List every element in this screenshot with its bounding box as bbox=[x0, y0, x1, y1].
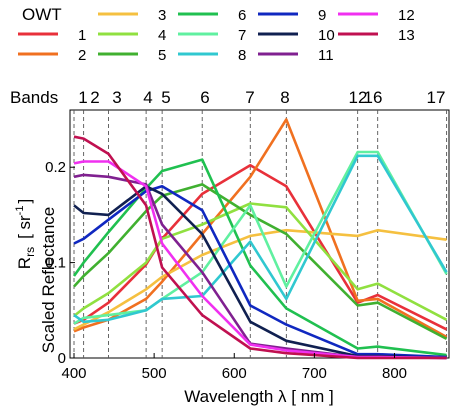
x-tick-label: 700 bbox=[302, 365, 327, 382]
legend-label: 7 bbox=[238, 27, 246, 44]
plot-frame bbox=[69, 109, 450, 359]
legend-label: 13 bbox=[398, 27, 415, 44]
series-line bbox=[73, 135, 447, 360]
legend-label: 2 bbox=[78, 47, 86, 64]
y-axis-label-r-sub: rs bbox=[23, 247, 37, 257]
y-tick-label: 0.1 bbox=[45, 255, 66, 272]
band-label: 1 bbox=[78, 88, 87, 107]
x-tick-label: 400 bbox=[61, 365, 86, 382]
x-tick-label: 500 bbox=[142, 365, 167, 382]
series-line bbox=[73, 185, 447, 360]
y-tick-label: 0.2 bbox=[45, 159, 66, 176]
x-tick-label: 800 bbox=[382, 365, 407, 382]
y-axis-label-sup: -1 bbox=[14, 206, 26, 216]
band-label: 3 bbox=[112, 88, 121, 107]
legend-label: 5 bbox=[158, 47, 166, 64]
band-label: 16 bbox=[364, 88, 383, 107]
series-line bbox=[73, 202, 448, 321]
legend-label: 6 bbox=[238, 7, 246, 24]
band-label: 5 bbox=[161, 88, 170, 107]
y-axis-label-unit: [ sr bbox=[15, 215, 34, 239]
series-lines bbox=[72, 118, 448, 360]
legend-label: 11 bbox=[318, 47, 334, 64]
series-line bbox=[73, 185, 447, 359]
series-line bbox=[73, 183, 448, 341]
legend-label: 10 bbox=[318, 27, 335, 44]
y-axis-label-r: R bbox=[15, 257, 34, 269]
band-label: 6 bbox=[200, 88, 209, 107]
legend-label: 4 bbox=[158, 27, 166, 44]
y-axis-label: Rrs [ sr-1] bbox=[14, 199, 37, 269]
bands-title: Bands bbox=[10, 88, 58, 107]
legend-label: 3 bbox=[158, 7, 166, 24]
y-axis-label-end: ] bbox=[15, 199, 34, 204]
y-axis-label-top: Rrs [ sr-1] bbox=[14, 199, 37, 269]
band-label: 7 bbox=[245, 88, 254, 107]
axes: 400 500 600 700 800 0 0.1 0.2 bbox=[45, 159, 407, 382]
series-line bbox=[72, 158, 447, 357]
band-label: 17 bbox=[427, 88, 446, 107]
band-label: 2 bbox=[90, 88, 99, 107]
band-label: 8 bbox=[280, 88, 289, 107]
band-label: 4 bbox=[143, 88, 152, 107]
legend-title: OWT bbox=[22, 5, 62, 24]
y-tick-label: 0 bbox=[58, 350, 66, 367]
x-axis-label: Wavelength λ [ nm ] bbox=[184, 387, 334, 406]
x-tick-label: 600 bbox=[222, 365, 247, 382]
band-label: 12 bbox=[349, 88, 368, 107]
y-axis-label-bottom: Scaled Reflectance bbox=[39, 207, 58, 353]
legend-label: 8 bbox=[238, 47, 246, 64]
legend-label: 12 bbox=[398, 7, 415, 24]
legend-label: 9 bbox=[318, 7, 326, 24]
legend-label: 1 bbox=[78, 27, 86, 44]
